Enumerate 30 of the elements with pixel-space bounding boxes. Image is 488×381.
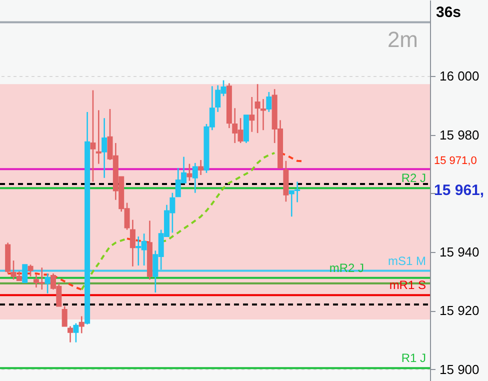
y-tick-label: 16 000: [440, 68, 480, 84]
candlestick: [78, 316, 84, 334]
candlestick: [254, 83, 260, 134]
candlestick: [68, 326, 74, 343]
candlestick: [90, 90, 96, 182]
candlestick: [266, 91, 272, 113]
candlestick: [102, 117, 108, 179]
candlestick: [22, 264, 28, 284]
text: 15 971,0: [434, 155, 477, 168]
candlestick: [130, 219, 136, 268]
text: 36s: [436, 4, 462, 21]
candlestick: [62, 306, 68, 327]
ref-line-label: mS1 M: [388, 254, 426, 268]
ref-line-label: R2 J: [401, 171, 426, 186]
candlestick: [198, 159, 204, 176]
candlestick: [28, 264, 34, 278]
y-tick-label: 15 940: [440, 244, 480, 260]
candlestick: [192, 162, 198, 194]
y-tick-label: 15 920: [440, 303, 480, 318]
ref-line-label: R1 J: [401, 351, 426, 366]
candlestick: [260, 98, 266, 131]
candlestick: [186, 163, 192, 182]
candlestick: [249, 96, 255, 133]
text: 2m: [387, 27, 418, 52]
y-tick-label: 15 900: [440, 362, 480, 377]
y-tick-label: 15 980: [440, 127, 480, 142]
text: 15 961,: [434, 182, 484, 199]
candlestick: [96, 110, 102, 164]
candlestick: [73, 322, 79, 343]
candlestick: [44, 272, 50, 294]
